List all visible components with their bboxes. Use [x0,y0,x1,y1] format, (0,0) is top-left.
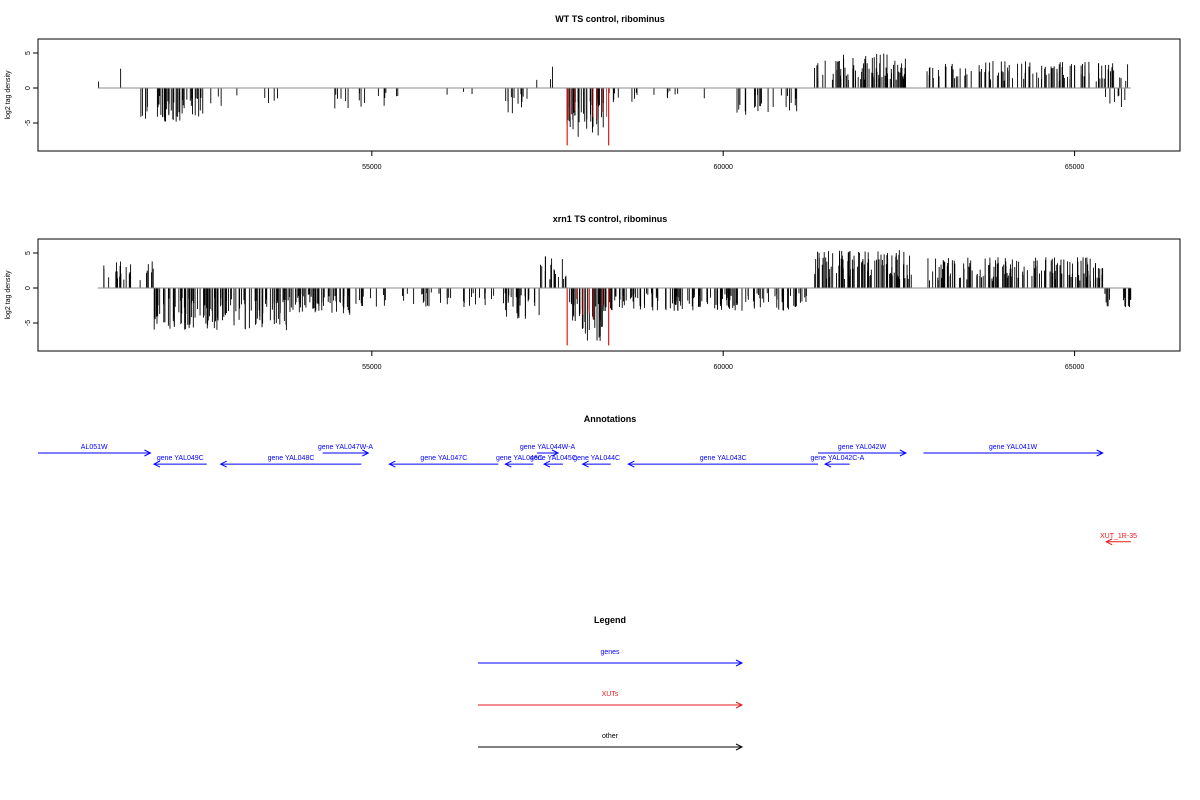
legend-item: XUTs [478,691,744,709]
xrn1-x-tick-label: 60000 [713,364,733,371]
annotation-feature: gene YAL042C-A [810,455,865,468]
wt-plot-frame [37,38,1181,152]
annotations-title: Annotations [584,414,637,424]
xrn1-x-tick-label: 65000 [1065,364,1085,371]
legend-items: genes XUTs other [478,649,744,751]
annotation-label: gene YAL047C [420,455,467,462]
wt-axes: 55000 60000 65000 5 0 -5 [25,38,1181,171]
xrn1-y-tick-label: -5 [25,320,32,326]
annotation-label: gene YAL042W [838,444,887,451]
xrn1-panel: xrn1 TS control, ribominus log2 tag dens… [5,214,1181,371]
annotation-feature: gene YAL044W-A [520,444,576,457]
annotation-label: gene YAL042C-A [810,455,864,462]
wt-y-tick-label: -5 [25,120,32,126]
xrn1-x-tick-label: 55000 [362,364,382,371]
annotation-feature: gene YAL049C [152,455,207,468]
annotation-feature: gene YAL041W [923,444,1104,457]
wt-y-tick-label: 0 [25,86,32,90]
annotation-label: gene YAL043C [700,455,747,462]
legend-item: other [478,733,744,751]
xrn1-plot-frame [37,238,1181,352]
legend-item: genes [478,649,744,667]
annotation-label: gene YAL048C [268,455,315,462]
wt-y-axis-label: log2 tag density [5,70,12,120]
annotation-label: gene YAL044C [573,455,620,462]
annotation-feature: gene YAL044C [573,455,620,468]
annotation-label: gene YAL041W [989,444,1038,451]
wt-bars [98,53,1129,146]
annotation-label: gene YAL046C [496,455,543,462]
annotation-label: gene YAL044W-A [520,444,576,451]
legend: Legend genes XUTs other [478,615,744,751]
annotation-feature: gene YAL042W [818,444,908,457]
wt-x-tick-label: 65000 [1065,164,1085,171]
legend-item-label: XUTs [602,691,619,698]
wt-y-tick-label: 5 [25,51,32,55]
annotation-label: XUT_1R-35 [1100,533,1137,540]
xrn1-y-tick-label: 5 [25,251,32,255]
xrn1-y-axis-label: log2 tag density [5,270,12,320]
wt-x-tick-label: 55000 [362,164,382,171]
annotation-label: gene YAL045C [530,455,577,462]
xrn1-bars [103,250,1132,346]
annotation-feature: XUT_1R-35 [1100,533,1137,546]
annotation-feature: gene YAL043C [627,455,819,468]
annotation-feature: gene YAL047C [388,455,499,468]
annotation-feature: gene YAL045C [530,455,577,468]
legend-item-label: other [602,733,619,740]
annotation-feature: gene YAL046C [496,455,543,468]
xrn1-panel-title: xrn1 TS control, ribominus [553,214,668,224]
xrn1-axes: 55000 60000 65000 5 0 -5 [25,238,1181,371]
annotation-label: gene YAL049C [157,455,204,462]
wt-x-tick-label: 60000 [713,164,733,171]
wt-panel-title: WT TS control, ribominus [555,14,665,24]
annotations-track: Annotations AL051W gene YAL049C gene YAL04… [38,414,1137,546]
annotation-feature: gene YAL047W-A [318,444,374,457]
legend-title: Legend [594,615,626,625]
xrn1-y-tick-label: 0 [25,286,32,290]
annotation-feature: AL051W [38,444,152,457]
annotation-label: gene YAL047W-A [318,444,374,451]
annotation-label: AL051W [81,444,108,451]
legend-item-label: genes [600,649,620,656]
annotation-feature: gene YAL048C [219,455,362,468]
wt-panel: WT TS control, ribominus log2 tag densit… [5,14,1181,171]
